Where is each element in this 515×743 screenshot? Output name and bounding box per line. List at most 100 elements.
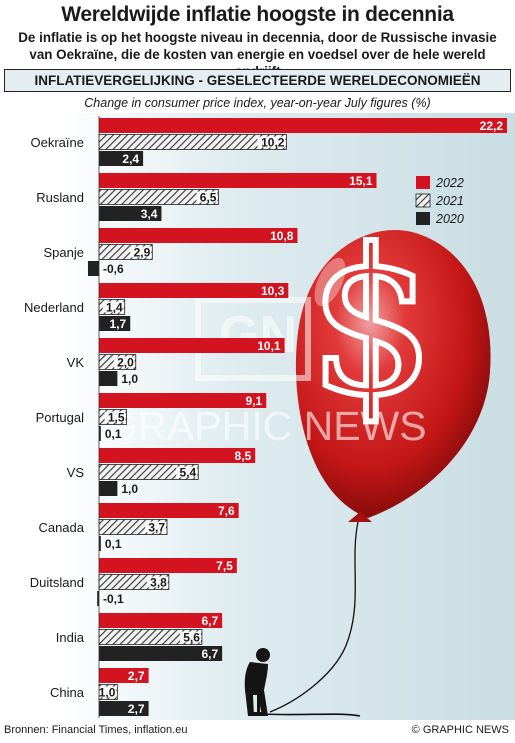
data-label: 1,0 [99, 686, 116, 700]
data-label: -0,1 [103, 592, 124, 606]
legend-label: 2022 [435, 176, 464, 190]
balloon-body [295, 229, 491, 518]
bar-2020 [99, 426, 101, 441]
bar-2022 [99, 558, 237, 573]
label-bg [179, 631, 201, 643]
category-label: Nederland [24, 300, 84, 315]
axis-note: Change in consumer price index, year-on-… [84, 96, 431, 110]
label-bg [95, 686, 117, 698]
data-label: 0,1 [105, 537, 122, 551]
category-label: Oekraïne [31, 135, 84, 150]
sources-note: Bronnen: Financial Times, inflation.eu [4, 724, 188, 736]
label-bg [146, 576, 168, 588]
credit-note: © GRAPHIC NEWS [411, 724, 509, 736]
data-label: 5,6 [183, 631, 200, 645]
label-bg [130, 246, 152, 258]
watermark-text: GRAPHIC NEWS [105, 403, 426, 449]
bar-2020 [99, 646, 223, 661]
bar-2022 [99, 503, 239, 518]
category-label: Rusland [36, 190, 84, 205]
data-label: 3,7 [148, 521, 165, 535]
data-label: 9,1 [246, 394, 263, 408]
svg-text:GN: GN [219, 306, 297, 364]
data-label: -0,6 [103, 262, 124, 276]
data-label: 10,3 [261, 284, 285, 298]
category-label: Portugal [36, 410, 85, 425]
data-label: 15,1 [349, 174, 373, 188]
bar-2020 [99, 206, 162, 221]
data-label: 7,6 [218, 504, 235, 518]
bar-2020 [97, 591, 99, 606]
data-label: 1,5 [108, 411, 125, 425]
bar-2022 [99, 668, 149, 683]
chart-title: Wereldwijde inflatie hoogste in decennia [61, 3, 454, 26]
label-bg [102, 301, 124, 313]
data-label: 22,2 [480, 119, 504, 133]
bar-2020 [99, 316, 131, 331]
category-label: China [50, 685, 85, 700]
legend-label: 2021 [435, 194, 464, 208]
section-heading: INFLATIEVERGELIJKING - GESELECTEERDE WER… [4, 69, 511, 92]
bar-2020 [87, 261, 99, 276]
category-label: VS [67, 465, 85, 480]
pump-person-icon [244, 648, 270, 716]
data-label: 5,4 [180, 466, 197, 480]
data-label: 3,4 [141, 207, 158, 221]
data-label: 10,2 [261, 136, 285, 150]
category-label: Canada [38, 520, 84, 535]
bar-2022 [99, 283, 289, 298]
bar-2022 [99, 448, 256, 463]
category-label: Duitsland [30, 575, 84, 590]
category-label: Spanje [44, 245, 84, 260]
bar-2020 [99, 371, 118, 386]
label-bg [196, 191, 218, 203]
data-label: 1,4 [106, 301, 123, 315]
bar-2022 [99, 228, 298, 243]
data-label: 1,0 [121, 372, 138, 386]
data-label: 6,5 [200, 191, 217, 205]
bar-2022 [99, 118, 507, 133]
data-label: 2,0 [117, 356, 134, 370]
data-label: 6,7 [201, 647, 218, 661]
legend: 2022 2021 2020 [415, 176, 464, 226]
legend-label: 2020 [435, 212, 464, 226]
data-label: 10,8 [270, 229, 294, 243]
balloon-knot [348, 512, 372, 522]
data-label: 6,7 [201, 614, 218, 628]
data-label: 1,0 [121, 482, 138, 496]
data-label: 7,5 [216, 559, 233, 573]
balloon-string [269, 521, 359, 713]
data-label: 1,7 [110, 317, 127, 331]
bar-2022 [99, 393, 267, 408]
bar-2022 [99, 338, 285, 353]
legend-swatch-2021 [415, 193, 431, 208]
data-label: 10,1 [257, 339, 281, 353]
bar-2020 [99, 481, 118, 496]
label-bg [104, 411, 126, 423]
label-bg [176, 466, 198, 478]
bar-2020 [99, 536, 101, 551]
category-label: VK [67, 355, 85, 370]
balloon-illustration: $ [261, 204, 491, 717]
label-bg [145, 521, 166, 533]
pump-hose [261, 713, 361, 717]
bar-2022 [99, 173, 377, 188]
data-label: 2,9 [134, 246, 151, 260]
data-label: 8,5 [235, 449, 252, 463]
bar-group: Oekraïne 22,2 10,2 2,4 Rusland 15,1 6,5 3,4 Span… [24, 116, 507, 718]
data-label: 2,4 [122, 152, 139, 166]
data-label: 3,8 [150, 576, 167, 590]
data-label: 2,7 [128, 702, 145, 716]
category-label: India [56, 630, 85, 645]
data-label: 2,7 [128, 669, 145, 683]
legend-swatch-2022 [416, 176, 430, 189]
data-label: 0,1 [105, 427, 122, 441]
bar-2020 [99, 151, 144, 166]
bar-2022 [99, 613, 223, 628]
label-bg [113, 356, 135, 368]
label-bg [257, 136, 286, 148]
legend-swatch-2020 [416, 212, 430, 225]
dollar-sign-icon: $ [308, 207, 435, 440]
bar-2020 [99, 701, 149, 716]
